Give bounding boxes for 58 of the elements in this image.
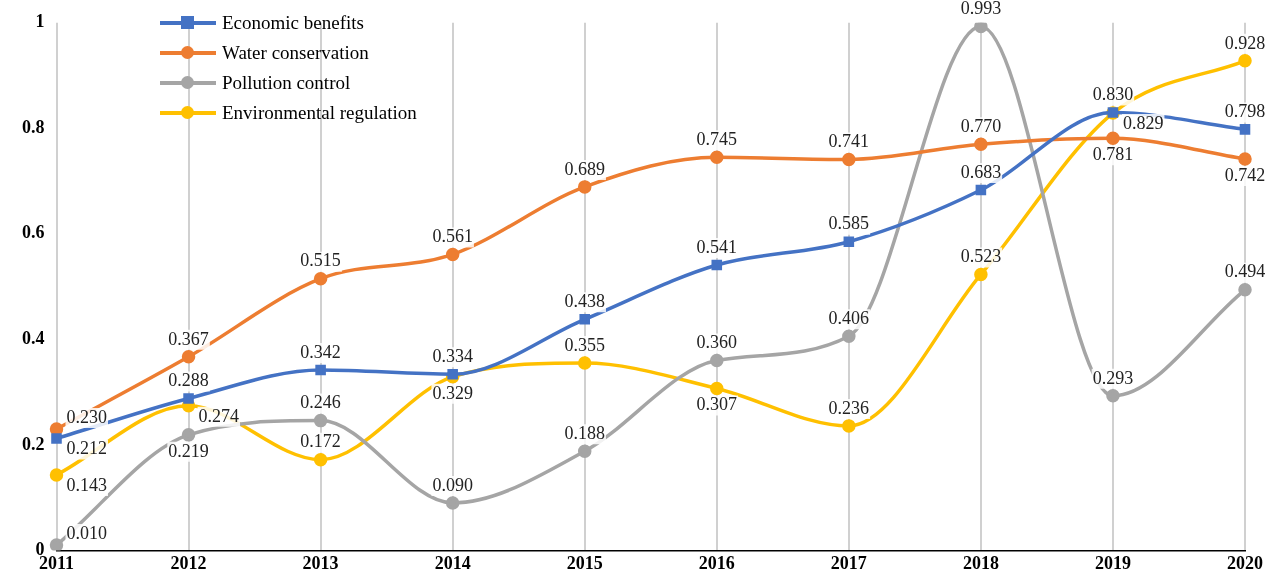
data-label: 0.236 xyxy=(828,397,870,418)
data-label: 0.212 xyxy=(66,438,107,459)
data-label: 0.928 xyxy=(1224,32,1266,53)
y-tick-label: 1 xyxy=(35,11,45,32)
x-tick-label: 2019 xyxy=(1094,552,1131,573)
data-label: 0.798 xyxy=(1224,101,1266,122)
x-tick-label: 2013 xyxy=(302,552,339,573)
data-label: 0.770 xyxy=(960,115,1002,136)
data-label: 0.230 xyxy=(66,406,107,427)
y-tick-label: 0.6 xyxy=(22,222,45,243)
data-label: 0.742 xyxy=(1224,164,1266,185)
legend-label: Economic benefits xyxy=(222,11,364,35)
x-tick-label: 2014 xyxy=(434,552,471,573)
y-tick-label: 0.4 xyxy=(22,328,45,349)
data-label: 0.219 xyxy=(168,440,209,461)
data-label: 0.541 xyxy=(696,236,738,257)
data-label: 0.993 xyxy=(960,0,1002,19)
legend-label: Water conservation xyxy=(222,41,369,65)
data-label: 0.010 xyxy=(66,522,107,543)
data-label: 0.585 xyxy=(828,213,870,234)
x-tick-label: 2020 xyxy=(1227,552,1263,573)
data-label: 0.561 xyxy=(432,226,473,247)
data-label: 0.406 xyxy=(828,307,870,328)
data-label: 0.274 xyxy=(198,405,240,426)
data-label: 0.329 xyxy=(432,382,473,403)
data-label: 0.288 xyxy=(168,370,209,391)
legend-label: Environmental regulation xyxy=(222,101,417,125)
data-label: 0.342 xyxy=(300,341,341,362)
data-label: 0.090 xyxy=(432,474,473,495)
data-label: 0.438 xyxy=(564,291,605,312)
data-label: 0.172 xyxy=(300,431,341,452)
x-tick-label: 2018 xyxy=(962,552,999,573)
data-label: 0.293 xyxy=(1092,367,1134,388)
data-label: 0.494 xyxy=(1224,261,1266,282)
data-label: 0.689 xyxy=(564,158,605,179)
data-label: 0.523 xyxy=(960,246,1002,267)
data-label: 0.683 xyxy=(960,161,1002,182)
data-label: 0.355 xyxy=(564,334,605,355)
data-label: 0.829 xyxy=(1122,112,1164,133)
data-label: 0.143 xyxy=(66,474,107,495)
data-label: 0.360 xyxy=(696,332,738,353)
data-label: 0.741 xyxy=(828,131,870,152)
data-label: 0.246 xyxy=(300,392,341,413)
x-tick-label: 2015 xyxy=(566,552,603,573)
y-tick-label: 0.2 xyxy=(22,433,45,454)
data-label: 0.334 xyxy=(432,345,473,366)
legend-label: Pollution control xyxy=(222,71,351,95)
data-label: 0.307 xyxy=(696,394,738,415)
x-tick-label: 2017 xyxy=(830,552,867,573)
data-label: 0.515 xyxy=(300,250,341,271)
x-tick-label: 2012 xyxy=(170,552,207,573)
data-label: 0.188 xyxy=(564,422,605,443)
data-label: 0.367 xyxy=(168,328,209,349)
data-label: 0.781 xyxy=(1092,144,1134,165)
data-label: 0.830 xyxy=(1092,84,1134,105)
data-label: 0.745 xyxy=(696,129,738,150)
x-tick-label: 2016 xyxy=(698,552,735,573)
y-tick-label: 0.8 xyxy=(22,116,45,137)
